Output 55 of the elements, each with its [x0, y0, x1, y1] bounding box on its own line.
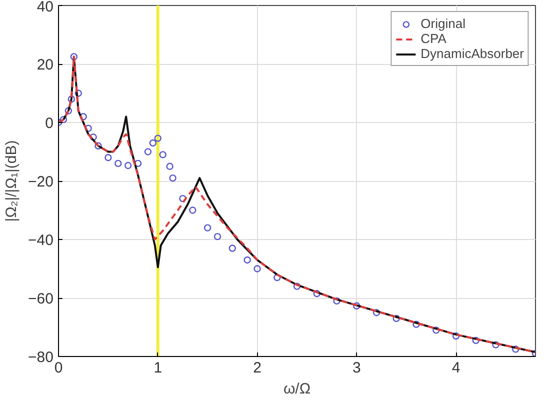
point: [293, 282, 301, 290]
x-axis-title: ω/Ω: [283, 380, 311, 398]
point: [134, 160, 142, 168]
y-tick-label: −80: [28, 349, 54, 366]
point: [189, 206, 196, 214]
point: [70, 53, 78, 60]
point: [104, 154, 112, 162]
point: [80, 113, 87, 120]
point: [124, 162, 132, 170]
point: [84, 124, 92, 132]
point: [214, 232, 222, 240]
point: [94, 142, 102, 150]
point: [204, 224, 212, 232]
point: [313, 290, 320, 298]
point: [432, 326, 440, 334]
y-axis-title: |Ω₂|/|Ω₁|(dB): [3, 140, 20, 222]
point: [492, 341, 500, 348]
point: [159, 151, 166, 158]
point: [144, 148, 152, 156]
point: [179, 194, 186, 202]
x-tick-label: 4: [452, 360, 460, 376]
point: [512, 346, 520, 353]
point: [60, 116, 68, 124]
point: [254, 265, 261, 272]
x-tick-label: 1: [154, 360, 162, 376]
point: [372, 309, 380, 316]
point: [244, 256, 251, 264]
point: [452, 332, 460, 340]
legend-label: CPA: [420, 31, 446, 46]
legend-label: DynamicAbsorber: [420, 46, 524, 61]
point: [154, 134, 162, 142]
y-tick-label: −40: [28, 232, 54, 249]
point: [333, 297, 340, 305]
point: [90, 134, 97, 141]
y-tick-label: −60: [28, 290, 54, 308]
y-tick-label: 40: [36, 0, 54, 16]
point: [68, 96, 76, 103]
y-tick-label: 0: [45, 115, 54, 132]
point: [353, 302, 360, 310]
point: [412, 320, 420, 328]
point: [64, 107, 72, 114]
point: [74, 90, 82, 97]
point: [169, 174, 176, 182]
point: [228, 244, 236, 252]
y-tick-label: −20: [28, 174, 54, 190]
legend-label: Original: [420, 16, 466, 31]
y-tick-label: 20: [36, 56, 54, 74]
point: [166, 162, 174, 170]
point: [274, 274, 281, 282]
x-tick-label: 3: [352, 360, 361, 376]
x-tick-label: 2: [253, 360, 262, 376]
point: [149, 139, 157, 147]
point: [392, 314, 400, 322]
point: [472, 336, 480, 344]
point: [114, 160, 122, 168]
